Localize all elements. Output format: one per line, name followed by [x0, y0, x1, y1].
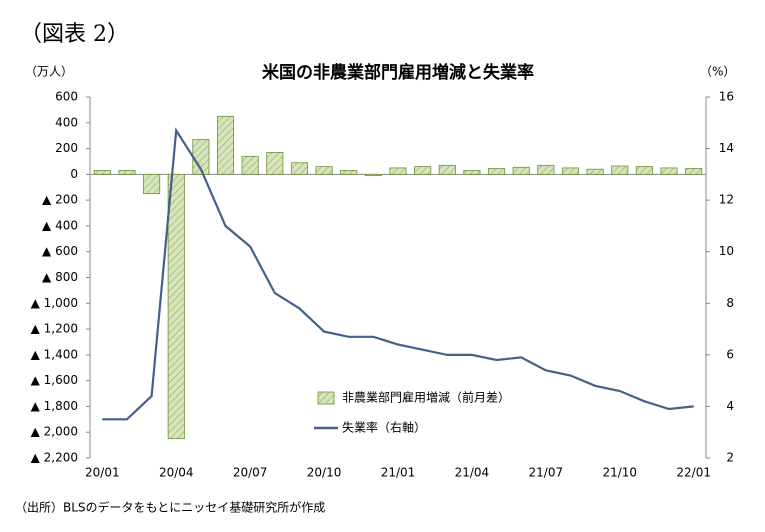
x-tick-label: 21/10: [602, 466, 637, 480]
bar: [290, 162, 308, 175]
bar: [216, 115, 235, 175]
bar: [488, 168, 506, 175]
x-tick-label: 20/07: [233, 466, 268, 480]
figure-label: （図表 2）: [20, 22, 129, 47]
y-tick-label: 0: [70, 167, 78, 181]
bar: [537, 164, 555, 175]
bar: [512, 166, 530, 175]
bar: [463, 170, 481, 175]
bar: [143, 173, 161, 195]
y2-tick-label: 4: [726, 399, 734, 413]
x-tick-label: 20/10: [307, 466, 342, 480]
y-tick-label: 200: [55, 141, 78, 155]
bar: [340, 170, 358, 175]
legend-swatch: [317, 391, 335, 405]
x-tick-label: 20/04: [159, 466, 194, 480]
bar: [611, 165, 629, 175]
x-tick-label: 21/07: [529, 466, 564, 480]
y-tick-label: 600: [55, 90, 78, 104]
y2-tick-label: 8: [726, 296, 734, 310]
x-tick-label: 22/01: [676, 466, 711, 480]
bar: [241, 155, 259, 175]
y2-tick-label: 14: [719, 141, 734, 155]
bar: [389, 167, 407, 175]
legend-box: [303, 383, 561, 445]
y2-tick-label: 16: [719, 90, 734, 104]
bar: [438, 164, 456, 175]
chart-title: 米国の非農業部門雇用増減と失業率: [262, 62, 534, 83]
bar: [118, 170, 136, 175]
bar: [586, 168, 604, 175]
bar: [364, 173, 382, 177]
y2-tick-label: 10: [719, 244, 734, 258]
y-tick-label: ▲ 1,600: [31, 373, 78, 387]
y-tick-label: ▲ 2,000: [31, 425, 78, 439]
y2-axis-label: （%）: [700, 65, 735, 79]
bar: [685, 168, 703, 175]
bar: [167, 173, 185, 440]
source-note: （出所）BLSのデータをもとにニッセイ基礎研究所が作成: [15, 500, 325, 515]
bar: [660, 167, 678, 175]
y-tick-label: ▲ 1,000: [31, 296, 78, 310]
y2-tick-label: 2: [726, 451, 734, 465]
line: [102, 127, 694, 421]
legend-label: 失業率（右軸）: [342, 420, 426, 435]
y-tick-label: ▲ 800: [42, 270, 78, 284]
y-tick-label: ▲ 200: [42, 193, 78, 207]
y-tick-label: ▲ 400: [42, 218, 78, 232]
y-axis-label: （万人）: [25, 65, 73, 79]
y2-tick-label: 12: [719, 193, 734, 207]
bar: [414, 166, 432, 175]
y-tick-label: ▲ 1,800: [31, 399, 78, 413]
bar: [93, 170, 111, 175]
y-tick-label: ▲ 1,200: [31, 322, 78, 336]
y-tick-label: ▲ 2,200: [31, 451, 78, 465]
y-tick-label: 400: [55, 115, 78, 129]
y-tick-label: ▲ 1,400: [31, 347, 78, 361]
bar: [561, 167, 580, 175]
x-tick-label: 21/01: [381, 466, 416, 480]
x-tick-label: 20/01: [85, 466, 120, 480]
y2-tick-label: 6: [726, 347, 734, 361]
bar: [266, 152, 284, 175]
y-tick-label: ▲ 600: [42, 244, 78, 258]
x-tick-label: 21/04: [455, 466, 490, 480]
bar: [315, 166, 333, 175]
bar: [635, 166, 653, 175]
legend-label: 非農業部門雇用増減（前月差）: [342, 390, 510, 405]
